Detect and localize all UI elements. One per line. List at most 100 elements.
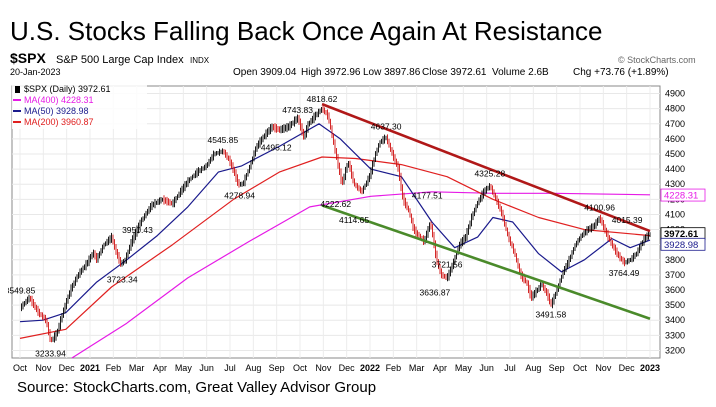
x-tick-label: Apr — [433, 363, 447, 373]
last-value-tag: 3928.98 — [664, 240, 698, 251]
y-tick-label: 4100 — [665, 209, 685, 219]
legend-box — [12, 79, 147, 129]
x-tick-label: 2022 — [360, 363, 380, 373]
x-tick-label: Aug — [525, 363, 541, 373]
legend-label: MA(200) 3960.87 — [24, 117, 94, 127]
y-axis: 3200330034003500360037003800390040004100… — [665, 89, 685, 356]
ma400-line — [71, 191, 651, 359]
x-tick-label: Mar — [129, 363, 145, 373]
price-candles — [21, 106, 651, 343]
x-axis: Oct Nov Dec 2021 Feb Mar Apr May Jun Jul Aug Sep Oct… — [13, 363, 660, 373]
x-tick-label: Oct — [573, 363, 588, 373]
exchange-label: INDX — [190, 56, 210, 65]
date-label: 20-Jan-2023 — [10, 67, 61, 77]
support-trendline — [321, 204, 651, 320]
legend-label: MA(50) 3928.98 — [24, 106, 89, 116]
legend-label: MA(400) 4228.31 — [24, 95, 94, 105]
low-value: Low 3897.86 — [363, 67, 421, 78]
x-tick-label: Dec — [619, 363, 636, 373]
x-tick-label: 2021 — [80, 363, 100, 373]
x-tick-label: Dec — [59, 363, 76, 373]
source-note: Source: StockCharts.com, Great Valley Ad… — [17, 379, 377, 396]
last-value-tag: 3972.61 — [664, 229, 699, 240]
price-annotation: 3721.56 — [432, 260, 463, 270]
x-tick-label: Feb — [386, 363, 402, 373]
price-annotation: 4495.12 — [261, 143, 292, 153]
price-annotation: 3950.43 — [122, 225, 153, 235]
y-tick-label: 4600 — [665, 134, 685, 144]
x-tick-label: Dec — [339, 363, 356, 373]
y-tick-label: 4700 — [665, 119, 685, 129]
last-value-tag-box — [660, 188, 706, 202]
trend-lines — [321, 102, 651, 320]
y-tick-label: 3400 — [665, 315, 685, 325]
x-tick-label: Feb — [106, 363, 122, 373]
price-annotation: 3549.85 — [8, 286, 36, 296]
price-annotation: 4278.94 — [224, 190, 255, 200]
y-tick-label: 3200 — [665, 345, 685, 355]
x-tick-label: Jun — [199, 363, 214, 373]
high-value: High 3972.96 — [301, 67, 361, 78]
y-tick-label: 3700 — [665, 270, 685, 280]
x-tick-label: Apr — [153, 363, 167, 373]
resistance-trendline — [321, 102, 651, 233]
price-annotation: 4637.30 — [371, 121, 402, 131]
plot-frame — [11, 85, 661, 359]
price-annotation: 4015.39 — [612, 215, 643, 225]
x-tick-label: Sep — [549, 363, 565, 373]
close-value: Close 3972.61 — [422, 67, 487, 78]
volume-value: Volume 2.6B — [492, 67, 549, 78]
open-value: Open 3909.04 — [233, 67, 297, 78]
price-annotation: 3233.94 — [35, 348, 66, 358]
x-tick-label: Sep — [269, 363, 285, 373]
x-tick-label: Jul — [504, 363, 516, 373]
x-tick-label: Jul — [224, 363, 236, 373]
x-tick-label: Mar — [409, 363, 425, 373]
y-tick-label: 4900 — [665, 89, 685, 99]
x-tick-label: May — [175, 363, 193, 373]
price-annotation: 4545.85 — [208, 135, 239, 145]
x-tick-label: Oct — [13, 363, 28, 373]
price-annotation: 4177.51 — [412, 191, 443, 201]
chart-svg: $SPX S&P 500 Large Cap Index INDX © Stoc… — [5, 50, 706, 373]
y-tick-label: 4800 — [665, 104, 685, 114]
x-tick-label: Nov — [35, 363, 52, 373]
slide-title: U.S. Stocks Falling Back Once Again At R… — [10, 16, 603, 46]
legend-label: $SPX (Daily) 3972.61 — [24, 84, 111, 94]
x-tick-label: Nov — [595, 363, 612, 373]
price-annotation: 3764.49 — [609, 268, 640, 278]
x-tick-label: Nov — [315, 363, 332, 373]
x-tick-label: Jun — [479, 363, 494, 373]
legend-swatch — [15, 86, 20, 93]
last-value-tag-box — [660, 237, 706, 251]
copyright-label: © StockCharts.com — [618, 55, 696, 65]
price-annotation: 4222.62 — [320, 199, 351, 209]
x-tick-label: Oct — [293, 363, 308, 373]
price-chart: $SPX S&P 500 Large Cap Index INDX © Stoc… — [5, 47, 710, 375]
price-annotation: 3636.87 — [420, 287, 451, 297]
price-annotation: 4100.96 — [584, 202, 615, 212]
ma200-line — [19, 156, 651, 339]
price-annotation: 3491.58 — [535, 309, 566, 319]
x-tick-label: 2023 — [640, 363, 660, 373]
x-tick-label: Aug — [245, 363, 261, 373]
y-tick-label: 4300 — [665, 179, 685, 189]
price-annotation: 4818.62 — [307, 94, 338, 104]
y-tick-label: 4500 — [665, 149, 685, 159]
symbol-label: $SPX — [10, 50, 46, 66]
price-annotation: 4114.65 — [339, 215, 369, 225]
y-tick-label: 3500 — [665, 300, 685, 310]
price-annotation: 3723.34 — [107, 274, 138, 284]
y-tick-label: 3600 — [665, 285, 685, 295]
y-tick-label: 4400 — [665, 164, 685, 174]
y-tick-label: 3800 — [665, 255, 685, 265]
change-value: Chg +73.76 (+1.89%) — [573, 67, 669, 78]
price-annotation: 4743.83 — [282, 105, 313, 115]
x-tick-label: May — [455, 363, 473, 373]
price-annotations: 3549.85 3233.94 3950.43 3723.34 4545.85 4278.… — [5, 94, 643, 358]
price-annotation: 4325.28 — [474, 168, 505, 178]
last-value-tag: 4228.31 — [664, 191, 698, 202]
